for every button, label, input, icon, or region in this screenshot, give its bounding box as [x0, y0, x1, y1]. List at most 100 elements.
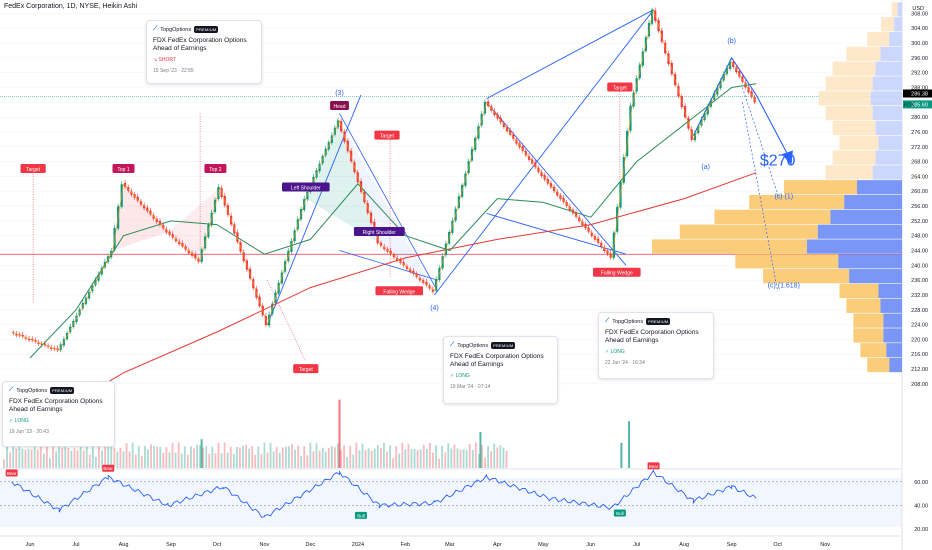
volume-bar — [493, 443, 496, 468]
volume-bar — [496, 447, 499, 468]
volume-bar — [272, 451, 275, 468]
volume-bar — [82, 450, 85, 468]
volume-bar — [98, 445, 100, 468]
projection-dashed — [742, 102, 779, 292]
projection-dashed — [742, 87, 780, 199]
volume-bar — [376, 445, 379, 468]
volume-bar — [30, 449, 33, 468]
candle — [412, 270, 415, 274]
card-brand: TopgOptions — [457, 342, 489, 349]
candle — [40, 343, 43, 345]
idea-card-long-2[interactable]: ⟋ TopgOptions PREMIUM FDX FedEx Corporatio… — [443, 336, 558, 404]
volume-profile-bar — [867, 357, 890, 373]
volume-bar — [245, 444, 247, 468]
card-timestamp: 22 Jun '24 · 16:34 — [605, 360, 645, 366]
y-tick-label: 296.00 — [911, 56, 928, 62]
idea-card-short[interactable]: ⟋ TopgOptions PREMIUM FDX FedEx Corporatio… — [146, 20, 262, 84]
volume-bar — [76, 450, 79, 468]
volume-bar — [383, 443, 385, 468]
y-tick-label: 220.00 — [911, 337, 928, 343]
volume-bar — [214, 453, 217, 468]
candle — [515, 139, 518, 144]
volume-bar — [49, 458, 51, 468]
volume-bar — [419, 449, 422, 468]
volume-bar — [395, 445, 398, 468]
card-brand: TopgOptions — [16, 387, 48, 394]
arrow-head-icon — [781, 150, 793, 166]
volume-bar — [373, 448, 376, 468]
volume-profile-bar — [839, 135, 879, 150]
check-icon: ✓ — [605, 349, 610, 355]
volume-bar — [183, 446, 186, 468]
volume-bar — [91, 445, 94, 468]
volume-profile-bar — [878, 135, 902, 150]
volume-bar — [432, 452, 434, 468]
volume-profile-bar — [832, 61, 876, 76]
volume-bar — [211, 446, 214, 468]
volume-bar — [300, 455, 303, 468]
volume-profile-bar — [856, 180, 902, 195]
wedge-line — [339, 113, 438, 292]
y-tick-label: 252.00 — [911, 219, 928, 225]
brand-logo-icon: ⟋ — [153, 26, 158, 32]
wedge-line — [486, 213, 627, 255]
candle — [505, 127, 509, 132]
volume-bar — [131, 442, 134, 468]
x-tick-label: Aug — [679, 542, 689, 548]
card-title[interactable]: FDX FedEx Corporation Options Ahead of E… — [9, 398, 103, 413]
volume-bar — [196, 444, 198, 468]
volume-bar — [306, 455, 309, 468]
candle — [396, 258, 399, 261]
volume-bar — [278, 452, 281, 468]
volume-bar — [330, 445, 333, 468]
y-tick-label: 288.00 — [911, 86, 928, 92]
volume-profile-bar — [881, 17, 895, 32]
rsi-signal-badge — [647, 462, 660, 470]
volume-bar — [180, 453, 183, 468]
card-title[interactable]: FDX FedEx Corporation Options Ahead of E… — [153, 37, 247, 52]
volume-bar — [24, 449, 27, 468]
volume-bar — [438, 458, 440, 468]
volume-profile-bar — [652, 239, 807, 254]
volume-bar — [223, 442, 226, 468]
card-title[interactable]: FDX FedEx Corporation Options Ahead of E… — [450, 353, 544, 368]
brand-logo-icon: ⟋ — [9, 387, 14, 393]
y-tick-label: 256.00 — [911, 204, 928, 210]
volume-profile-bar — [679, 224, 818, 239]
volume-bar — [251, 446, 254, 468]
volume-bar — [52, 445, 54, 468]
candle — [31, 338, 34, 341]
volume-profile-bar — [878, 283, 902, 299]
volume-bar — [465, 450, 468, 468]
idea-card-long-1[interactable]: ⟋ TopgOptions PREMIUM FDX FedEx Corporatio… — [2, 381, 115, 447]
rsi-signal-badge — [5, 469, 18, 477]
card-title[interactable]: FDX FedEx Corporation Options Ahead of E… — [605, 329, 699, 344]
volume-bar — [370, 450, 373, 468]
annotation-label: Head — [334, 104, 346, 110]
rsi-tick-label: 40.00 — [914, 503, 928, 509]
x-tick-label: Mar — [445, 542, 455, 548]
volume-bar — [487, 445, 490, 468]
target-projection — [267, 280, 307, 362]
volume-bar — [401, 442, 404, 468]
volume-profile-bar — [846, 46, 881, 61]
volume-bar — [156, 446, 159, 468]
volume-bar — [113, 447, 116, 468]
wedge-line — [486, 102, 627, 266]
wedge-zone — [339, 120, 435, 292]
y-tick-label: 244.00 — [911, 249, 928, 255]
volume-profile-bar — [872, 165, 902, 180]
volume-profile-bar — [853, 328, 884, 343]
volume-profile-bar — [875, 150, 902, 165]
candle — [527, 156, 531, 160]
volume-bar — [297, 445, 300, 468]
volume-bar — [398, 453, 401, 468]
volume-profile-bar — [807, 239, 902, 254]
volume-spike — [479, 432, 482, 468]
volume-bar — [134, 454, 137, 468]
rsi-signal-label: Bear — [649, 464, 659, 469]
annotation-label: Falling Wedge — [601, 271, 633, 277]
head-shoulders-zone — [305, 120, 380, 244]
idea-card-long-3[interactable]: ⟋ TopgOptions PREMIUM FDX FedEx Corporatio… — [598, 312, 714, 379]
price-tag — [903, 89, 932, 98]
